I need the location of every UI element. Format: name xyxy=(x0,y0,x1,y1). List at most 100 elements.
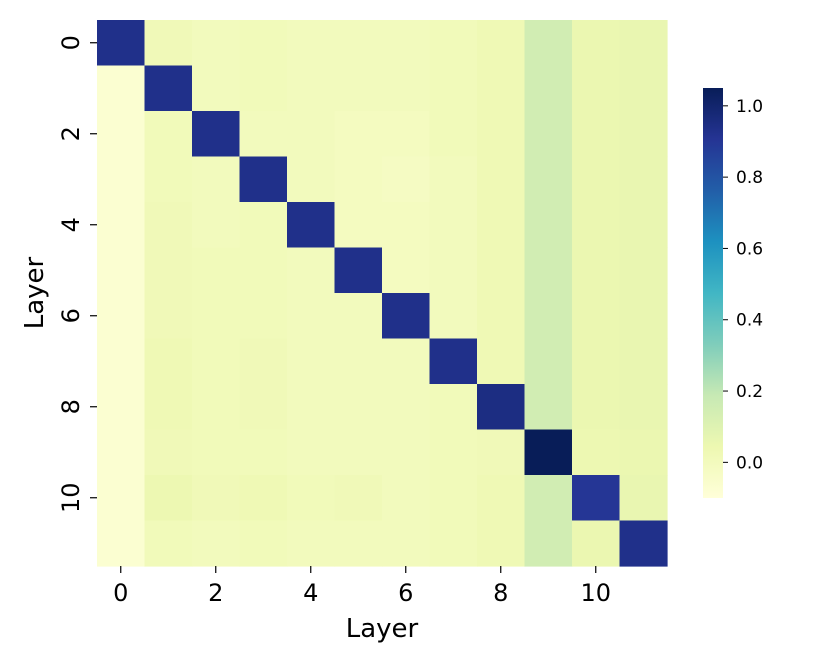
heatmap-cell xyxy=(619,65,668,112)
colorbar-tick-label: 0.8 xyxy=(736,168,763,188)
heatmap-cell xyxy=(524,156,573,203)
heatmap-cell xyxy=(619,111,668,158)
x-axis-ticks: 0 2 4 6 8 10 xyxy=(113,566,611,607)
heatmap-cell xyxy=(382,202,431,249)
heatmap-cell xyxy=(477,65,526,112)
heatmap-cell xyxy=(619,475,668,522)
heatmap-cell xyxy=(97,20,146,67)
heatmap-cell xyxy=(192,384,241,431)
heatmap-cell xyxy=(477,338,526,385)
heatmap-cell xyxy=(192,202,241,249)
heatmap-cell xyxy=(429,65,478,112)
x-tick-label: 0 xyxy=(113,579,128,607)
heatmap-cell xyxy=(97,384,146,431)
heatmap-cell xyxy=(619,520,668,567)
heatmap-cell xyxy=(144,65,193,112)
heatmap-cell xyxy=(572,111,621,158)
heatmap-cell xyxy=(524,384,573,431)
heatmap-cell xyxy=(477,429,526,476)
heatmap-cell xyxy=(429,293,478,340)
heatmap-cell xyxy=(572,156,621,203)
heatmap-cell xyxy=(382,111,431,158)
heatmap-cell xyxy=(97,293,146,340)
heatmap-cell xyxy=(239,475,288,522)
heatmap-cell xyxy=(239,111,288,158)
heatmap-cells xyxy=(97,20,668,567)
heatmap-cell xyxy=(239,247,288,294)
heatmap-cell xyxy=(334,384,383,431)
x-tick-label: 4 xyxy=(303,579,318,607)
heatmap-cell xyxy=(429,156,478,203)
heatmap-cell xyxy=(382,247,431,294)
x-axis-label: Layer xyxy=(346,614,419,644)
heatmap-cell xyxy=(619,156,668,203)
heatmap-cell xyxy=(524,202,573,249)
heatmap-cell xyxy=(192,475,241,522)
heatmap-cell xyxy=(429,520,478,567)
x-tick-label: 2 xyxy=(208,579,223,607)
x-tick-label: 6 xyxy=(398,579,413,607)
heatmap-cell xyxy=(144,429,193,476)
heatmap-cell xyxy=(572,475,621,522)
heatmap-cell xyxy=(429,111,478,158)
heatmap-cell xyxy=(477,247,526,294)
heatmap-cell xyxy=(97,202,146,249)
heatmap-cell xyxy=(192,338,241,385)
heatmap-cell xyxy=(572,338,621,385)
heatmap-cell xyxy=(524,247,573,294)
heatmap-cell xyxy=(619,429,668,476)
heatmap-cell xyxy=(334,202,383,249)
heatmap-cell xyxy=(477,475,526,522)
heatmap-cell xyxy=(239,338,288,385)
heatmap-cell xyxy=(239,65,288,112)
heatmap-cell xyxy=(97,475,146,522)
heatmap-cell xyxy=(524,293,573,340)
heatmap-cell xyxy=(382,475,431,522)
heatmap-cell xyxy=(572,520,621,567)
heatmap-cell xyxy=(382,156,431,203)
heatmap-cell xyxy=(524,429,573,476)
heatmap-cell xyxy=(572,20,621,67)
x-tick-label: 8 xyxy=(493,579,508,607)
heatmap-cell xyxy=(524,475,573,522)
heatmap-cell xyxy=(334,20,383,67)
heatmap-cell xyxy=(619,384,668,431)
heatmap-cell xyxy=(239,156,288,203)
heatmap-cell xyxy=(144,520,193,567)
colorbar-tick-label: 0.0 xyxy=(736,453,763,473)
heatmap-cell xyxy=(429,429,478,476)
heatmap-cell xyxy=(144,247,193,294)
heatmap-cell xyxy=(287,384,336,431)
heatmap-cell xyxy=(287,156,336,203)
heatmap-cell xyxy=(524,111,573,158)
y-tick-label: 0 xyxy=(57,35,85,50)
heatmap-cell xyxy=(524,20,573,67)
y-axis-ticks: 0 2 4 6 8 10 xyxy=(57,35,97,513)
y-axis-label: Layer xyxy=(20,256,50,329)
heatmap-cell xyxy=(97,429,146,476)
colorbar-tick-label: 0.2 xyxy=(736,382,763,402)
colorbar-ticks: 0.0 0.2 0.4 0.6 0.8 1.0 xyxy=(723,97,763,473)
heatmap-cell xyxy=(97,156,146,203)
heatmap-cell xyxy=(239,202,288,249)
heatmap-cell xyxy=(192,429,241,476)
heatmap-cell xyxy=(239,20,288,67)
heatmap-cell xyxy=(287,202,336,249)
heatmap-cell xyxy=(334,475,383,522)
heatmap-cell xyxy=(334,338,383,385)
heatmap-cell xyxy=(524,520,573,567)
heatmap-cell xyxy=(239,384,288,431)
heatmap-cell xyxy=(144,202,193,249)
y-tick-label: 10 xyxy=(57,482,85,513)
heatmap-cell xyxy=(429,247,478,294)
heatmap-cell xyxy=(477,202,526,249)
heatmap-cell xyxy=(382,338,431,385)
heatmap-cell xyxy=(287,520,336,567)
heatmap-cell xyxy=(287,293,336,340)
heatmap-cell xyxy=(619,293,668,340)
heatmap-cell xyxy=(619,202,668,249)
heatmap-cell xyxy=(144,293,193,340)
heatmap-cell xyxy=(144,111,193,158)
colorbar-tick-label: 0.4 xyxy=(736,311,763,331)
